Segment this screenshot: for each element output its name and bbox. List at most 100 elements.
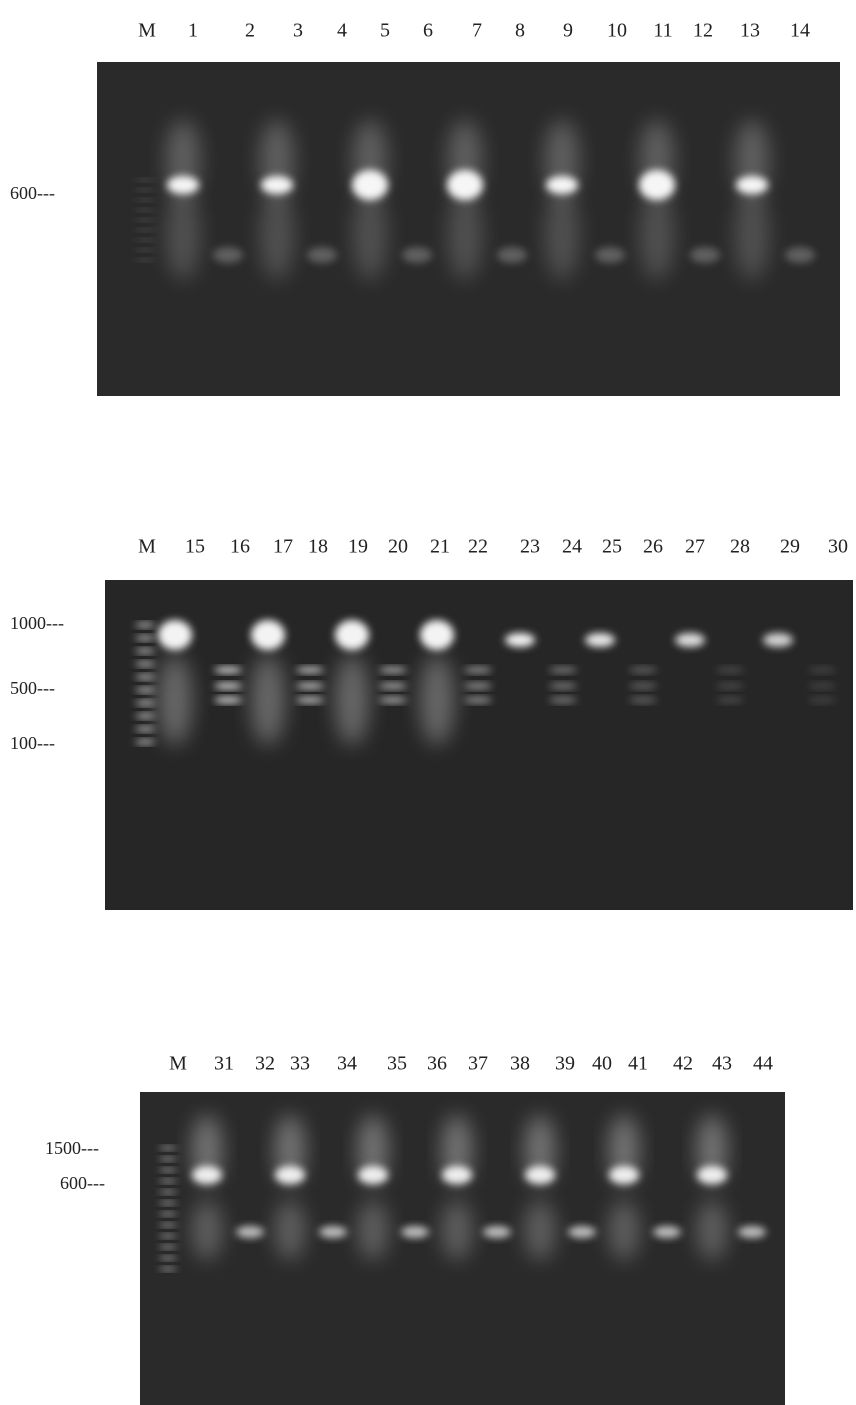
band (135, 701, 155, 706)
band (525, 1200, 555, 1260)
lane-label: 35 (387, 1053, 407, 1075)
figure: M1234567891011121314600---M1516171819202… (0, 0, 856, 1405)
band (296, 667, 324, 673)
lane-label: 7 (472, 20, 482, 42)
band (135, 662, 155, 667)
band (159, 1168, 177, 1172)
band (358, 1200, 388, 1260)
lane-label: 27 (685, 536, 705, 558)
band (697, 1200, 727, 1260)
band (159, 1245, 177, 1249)
band (464, 697, 492, 703)
lane-label: 18 (308, 536, 328, 558)
band (192, 1200, 222, 1260)
band (159, 1190, 177, 1194)
lane-label: 9 (563, 20, 573, 42)
band (296, 683, 324, 689)
band (629, 667, 657, 673)
lane-label: 21 (430, 536, 450, 558)
band (639, 170, 675, 200)
band (568, 1226, 596, 1238)
lane-label: 4 (337, 20, 347, 42)
band (251, 655, 285, 745)
lane-label: M (169, 1053, 187, 1075)
lane-label: 26 (643, 536, 663, 558)
band (135, 219, 155, 222)
band (808, 667, 836, 673)
lane-label: 13 (740, 20, 760, 42)
lane-label: 8 (515, 20, 525, 42)
lane-label: M (138, 536, 156, 558)
band (585, 633, 615, 647)
band (464, 667, 492, 673)
band (379, 697, 407, 703)
band (159, 1179, 177, 1183)
lane-label: 29 (780, 536, 800, 558)
lane-label: 41 (628, 1053, 648, 1075)
band (716, 697, 744, 703)
band (609, 1200, 639, 1260)
band (640, 190, 674, 280)
band (260, 190, 294, 280)
lane-label: 36 (427, 1053, 447, 1075)
band (135, 649, 155, 654)
band (307, 247, 337, 263)
band (214, 697, 242, 703)
band (296, 697, 324, 703)
band (135, 199, 155, 202)
band (158, 655, 192, 745)
band (629, 683, 657, 689)
band (545, 190, 579, 280)
band (135, 239, 155, 242)
lane-label: 34 (337, 1053, 357, 1075)
band (335, 620, 369, 650)
band (447, 170, 483, 200)
lane-label: 1 (188, 20, 198, 42)
lane-label: 10 (607, 20, 627, 42)
band (135, 249, 155, 252)
band (690, 247, 720, 263)
band (483, 1226, 511, 1238)
band (135, 714, 155, 719)
marker-label: 600--- (60, 1173, 105, 1193)
lane-label: 19 (348, 536, 368, 558)
band (697, 1166, 727, 1184)
band (135, 636, 155, 641)
band (135, 675, 155, 680)
band (135, 623, 155, 628)
band (236, 1226, 264, 1238)
lane-label: 44 (753, 1053, 773, 1075)
lane-label: 38 (510, 1053, 530, 1075)
band (275, 1166, 305, 1184)
lane-label: 12 (693, 20, 713, 42)
lane-label: 43 (712, 1053, 732, 1075)
lane-label: 11 (653, 20, 672, 42)
band (546, 176, 578, 194)
band (379, 667, 407, 673)
band (159, 1223, 177, 1227)
lane-label: 24 (562, 536, 582, 558)
band (549, 697, 577, 703)
band (213, 247, 243, 263)
lane-label: 42 (673, 1053, 693, 1075)
band (135, 259, 155, 262)
lane-label: 14 (790, 20, 810, 42)
band (167, 176, 199, 194)
band (135, 727, 155, 732)
lane-label: 30 (828, 536, 848, 558)
lane-label: 6 (423, 20, 433, 42)
marker-label: 100--- (10, 733, 55, 753)
lane-label: M (138, 20, 156, 42)
band (319, 1226, 347, 1238)
lane-label: 5 (380, 20, 390, 42)
marker-label: 500--- (10, 678, 55, 698)
band (159, 1201, 177, 1205)
band (159, 1146, 177, 1150)
lane-label: 22 (468, 536, 488, 558)
band (420, 655, 454, 745)
band (159, 1212, 177, 1216)
marker-label: 600--- (10, 183, 55, 203)
gel-2 (105, 580, 853, 910)
band (785, 247, 815, 263)
lane-label: 28 (730, 536, 750, 558)
